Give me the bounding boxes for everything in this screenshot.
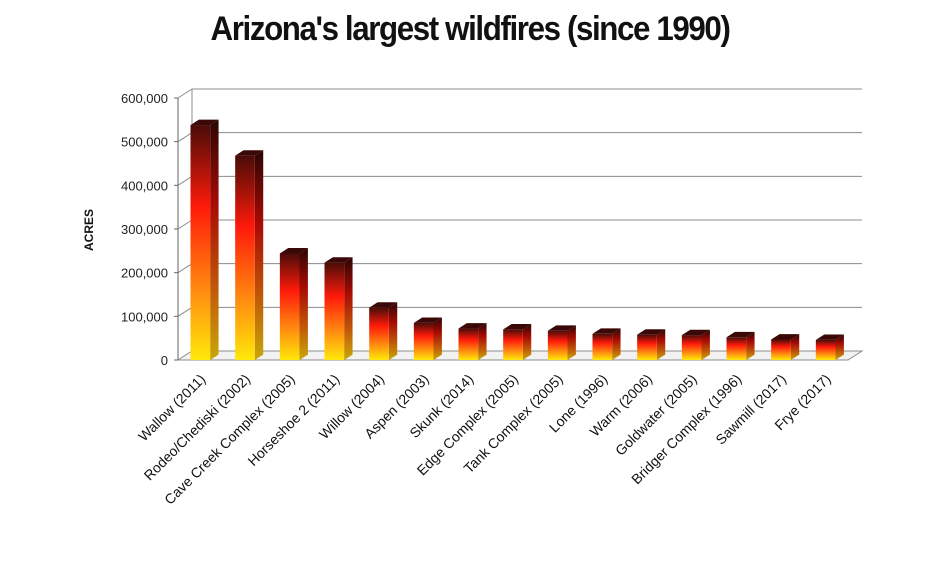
bar: [815, 334, 844, 360]
bar-side: [790, 334, 800, 360]
y-axis: 0 100,000 200,000 300,000 400,000 500,000 600,…: [121, 91, 179, 368]
bar-side: [299, 248, 308, 360]
bar: [547, 325, 576, 360]
y-tick-label: 400,000: [121, 178, 168, 193]
y-tick-label: 200,000: [121, 266, 168, 281]
bar-side: [567, 325, 576, 360]
category-labels: Wallow (2011)Rodeo/Chediski (2002)Cave C…: [135, 371, 834, 508]
bars: [190, 119, 844, 360]
bar-side: [746, 331, 755, 360]
bar-top: [637, 329, 666, 335]
bar: [503, 324, 532, 360]
bar-side: [344, 257, 353, 360]
bar: [324, 257, 353, 360]
bar-front: [369, 307, 389, 360]
bar-side: [254, 150, 264, 360]
gridline-depth: [177, 263, 193, 274]
gridline-depth: [177, 306, 193, 317]
bar-top: [771, 334, 800, 340]
gridline-depth: [177, 88, 193, 99]
bar: [235, 150, 264, 360]
bar: [592, 328, 621, 360]
y-tick-label: 100,000: [121, 309, 168, 324]
bar-top: [726, 331, 755, 338]
bar-front: [815, 339, 836, 360]
bar-side: [210, 119, 219, 360]
bar-front: [771, 339, 791, 360]
bar-top: [324, 257, 353, 263]
x-tick-label: Goldwater (2005): [612, 371, 700, 459]
bar-front: [592, 333, 613, 360]
bar-top: [235, 150, 264, 156]
bar-top: [458, 323, 487, 329]
bar: [190, 119, 219, 360]
bar-top: [681, 329, 710, 336]
bar-front: [279, 253, 300, 360]
bar-front: [726, 337, 747, 360]
gridline-depth: [177, 219, 193, 230]
bar-top: [547, 325, 576, 331]
gridline-depth: [177, 175, 193, 186]
bar-side: [478, 323, 487, 360]
bar: [771, 334, 800, 360]
bar: [279, 248, 308, 360]
bar-top: [190, 119, 219, 126]
bar-side: [522, 324, 532, 360]
bar-side: [612, 328, 621, 360]
bar-front: [637, 334, 657, 360]
bar-front: [458, 328, 479, 360]
bar-front: [324, 262, 345, 360]
bar-front: [547, 330, 568, 360]
bar-top: [279, 248, 308, 254]
y-tick-label: 300,000: [121, 222, 168, 237]
bar-front: [190, 125, 211, 360]
bar: [637, 329, 666, 360]
bar-side: [388, 302, 398, 360]
y-tick-label: 600,000: [121, 91, 168, 106]
bar-top: [413, 317, 442, 323]
y-axis-title: ACRES: [82, 209, 96, 251]
bar: [369, 302, 398, 360]
bar-front: [503, 329, 523, 360]
bar: [726, 331, 755, 360]
y-tick-label: 0: [161, 353, 168, 368]
bar-top: [369, 302, 398, 308]
y-tick-label: 500,000: [121, 135, 168, 150]
bar: [413, 317, 442, 360]
bar-front: [235, 155, 255, 360]
bar: [681, 329, 710, 360]
bar-top: [503, 324, 532, 330]
bar-front: [413, 322, 434, 360]
bar-side: [433, 317, 442, 360]
chart-title: Arizona's largest wildfires (since 1990): [210, 10, 731, 48]
bar-side: [701, 329, 710, 360]
bar: [458, 323, 487, 360]
bar-top: [815, 334, 844, 340]
bar-side: [656, 329, 666, 360]
bar-top: [592, 328, 621, 334]
gridline-depth: [177, 132, 193, 143]
bar-front: [681, 335, 702, 360]
bar-side: [835, 334, 844, 360]
